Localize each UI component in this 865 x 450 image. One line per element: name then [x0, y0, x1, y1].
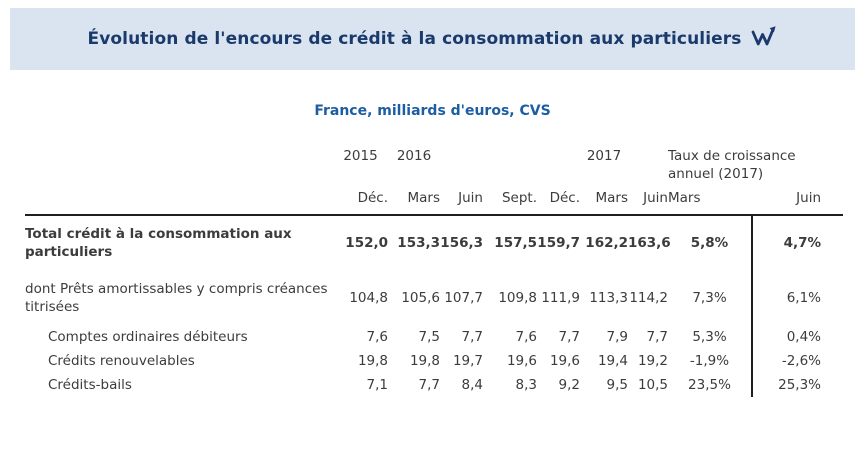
month-header-row: Déc. Mars Juin Sept. Déc. Mars Juin Mars… [25, 190, 843, 215]
table-row-credits-bails: Crédits-bails 7,1 7,7 8,4 8,3 9,2 9,5 10… [25, 372, 844, 397]
year-header: 2016 [396, 148, 432, 164]
cell-value: 7,6 [515, 328, 537, 345]
month-header: Déc. [357, 190, 388, 207]
year-header-row: 2015 2016 2017 Taux de croissance annuel… [25, 148, 843, 190]
cell-value: 107,7 [444, 289, 483, 306]
growth-mars-value: 23,5% [688, 376, 731, 393]
table-row-credits-renouvelables: Crédits renouvelables 19,8 19,8 19,7 19,… [25, 348, 844, 373]
cell-value: 159,7 [537, 235, 580, 252]
year-header: 2015 [343, 148, 378, 164]
cell-value: 9,2 [558, 376, 580, 393]
row-label: Comptes ordinaires débiteurs [48, 328, 248, 345]
growth-juin-value: 0,4% [750, 324, 844, 349]
cell-value: 19,7 [452, 352, 483, 369]
cell-value: 19,6 [506, 352, 537, 369]
page-title: Évolution de l'encours de crédit à la co… [87, 29, 742, 49]
row-label: dont Prêts amortissables y compris créan… [25, 280, 328, 315]
growth-juin-value: 6,1% [750, 270, 844, 325]
row-label: Crédits-bails [48, 376, 132, 393]
year-header [628, 148, 668, 190]
webstat-w-arrow-icon[interactable] [751, 25, 778, 52]
cell-value: 104,8 [349, 289, 388, 306]
cell-value: 10,5 [637, 376, 668, 393]
cell-value: 19,8 [409, 352, 440, 369]
cell-value: 8,3 [515, 376, 537, 393]
cell-value: 152,0 [345, 235, 388, 252]
cell-value: 162,2 [585, 235, 628, 252]
cell-value: 7,7 [461, 328, 483, 345]
year-header [537, 148, 580, 190]
growth-rate-header: Taux de croissance annuel (2017) [668, 148, 796, 182]
growth-mars-value: -1,9% [689, 352, 730, 369]
cell-value: 7,9 [606, 328, 628, 345]
growth-mars-value: 7,3% [692, 289, 727, 306]
cell-value: 7,6 [366, 328, 388, 345]
table-row-prets-amortissables: dont Prêts amortissables y compris créan… [25, 270, 844, 325]
cell-value: 113,3 [589, 289, 628, 306]
cell-value: 8,4 [461, 376, 483, 393]
row-label-header [25, 148, 333, 190]
row-label: Total crédit à la consommation aux parti… [25, 226, 292, 261]
month-header: Mars [407, 190, 440, 207]
month-header: Juin [458, 190, 483, 207]
growth-juin-value: -2,6% [750, 348, 844, 373]
growth-juin-value: 4,7% [750, 215, 844, 271]
cell-value: 114,2 [629, 289, 668, 306]
cell-value: 109,8 [498, 289, 537, 306]
year-header [483, 148, 537, 190]
row-label: Crédits renouvelables [48, 352, 195, 369]
growth-month-header-juin: Juin [796, 190, 822, 207]
month-header: Juin [643, 190, 668, 207]
cell-value: 9,5 [606, 376, 628, 393]
growth-juin-value: 25,3% [750, 372, 844, 397]
cell-value: 7,7 [418, 376, 440, 393]
cell-value: 19,4 [597, 352, 628, 369]
cell-value: 157,5 [494, 235, 537, 252]
credit-consumption-table: 2015 2016 2017 Taux de croissance annuel… [25, 148, 844, 397]
growth-mars-value: 5,8% [690, 235, 729, 252]
year-header: 2017 [586, 148, 622, 164]
cell-value: 153,3 [397, 235, 440, 252]
cell-value: 7,7 [646, 328, 668, 345]
cell-value: 19,6 [549, 352, 580, 369]
growth-month-header-mars: Mars [668, 190, 701, 207]
growth-mars-value: 5,3% [692, 328, 727, 345]
cell-value: 19,8 [357, 352, 388, 369]
month-header: Sept. [501, 190, 537, 207]
table-row-comptes-ordinaires: Comptes ordinaires débiteurs 7,6 7,5 7,7… [25, 324, 844, 349]
month-header: Déc. [549, 190, 580, 207]
table-row-total: Total crédit à la consommation aux parti… [25, 215, 844, 271]
cell-value: 156,3 [440, 235, 483, 252]
year-header [440, 148, 483, 190]
cell-value: 7,5 [418, 328, 440, 345]
cell-value: 19,2 [637, 352, 668, 369]
cell-value: 105,6 [401, 289, 440, 306]
cell-value: 7,1 [366, 376, 388, 393]
cell-value: 163,6 [628, 235, 671, 252]
table-subtitle: France, milliards d'euros, CVS [314, 103, 551, 119]
cell-value: 111,9 [541, 289, 580, 306]
cell-value: 7,7 [558, 328, 580, 345]
title-banner: Évolution de l'encours de crédit à la co… [10, 8, 855, 70]
month-header: Mars [595, 190, 628, 207]
